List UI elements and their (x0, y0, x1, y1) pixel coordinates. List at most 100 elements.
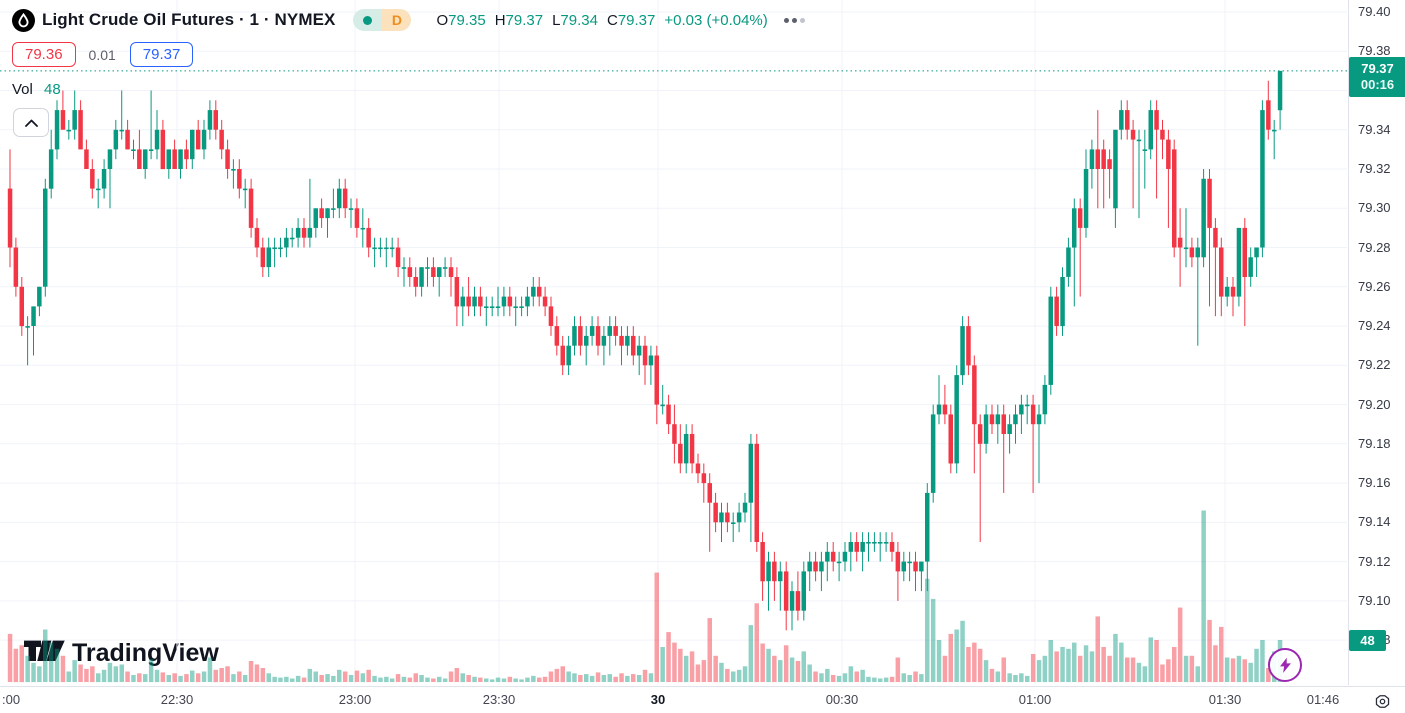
price-axis[interactable]: 79.4079.3879.3679.3479.3279.3079.2879.26… (1348, 0, 1405, 685)
more-options-icon[interactable] (783, 17, 805, 23)
volume-bar (25, 655, 30, 683)
volume-bar (272, 676, 277, 683)
candle-body (584, 335, 589, 346)
candle-body (772, 561, 777, 582)
volume-bar (78, 664, 83, 682)
candle-body (531, 286, 536, 297)
volume-bar (566, 671, 571, 682)
candle-body (789, 591, 795, 611)
volume-bar (1060, 647, 1065, 682)
volume-bar (807, 664, 812, 682)
axis-settings-gear-icon[interactable] (1371, 690, 1393, 712)
price-tick-label: 79.30 (1358, 200, 1391, 216)
volume-bar (778, 660, 783, 682)
candle-body (1125, 110, 1130, 130)
candle-body (242, 188, 248, 191)
candle-body (66, 129, 71, 132)
volume-bar (895, 657, 901, 682)
candle-body (642, 345, 648, 366)
candle-body (1277, 70, 1283, 111)
buy-ask-button[interactable]: 79.37 (129, 42, 194, 67)
volume-bar (60, 655, 66, 683)
sell-bid-button[interactable]: 79.36 (12, 42, 76, 67)
volume-bar (431, 678, 436, 682)
volume-bar (1119, 642, 1124, 682)
volume-bar (378, 677, 383, 682)
volume-bar (919, 674, 924, 682)
volume-bar (654, 572, 659, 682)
candle-body (901, 561, 906, 572)
candle-body (942, 404, 948, 415)
volume-bar (1248, 662, 1253, 683)
volume-bar (960, 620, 965, 683)
volume-bar (754, 603, 759, 683)
candle-body (1236, 227, 1242, 297)
collapse-legend-button[interactable] (13, 108, 49, 137)
volume-bar (1066, 648, 1071, 683)
candle-body (842, 551, 848, 562)
candle-body (43, 188, 48, 287)
open-label: O (436, 11, 449, 29)
volume-bar (96, 673, 101, 683)
candle-body (143, 149, 148, 169)
candle-body (1072, 208, 1077, 248)
volume-bar (889, 676, 895, 683)
volume-bar (995, 671, 1001, 682)
symbol-title[interactable]: Light Crude Oil Futures · 1 · NYMEX (42, 10, 336, 29)
volume-bar (519, 679, 524, 682)
volume-bar (607, 674, 612, 682)
volume-bar (113, 666, 119, 683)
candle-body (13, 247, 19, 287)
symbol-legend: Light Crude Oil Futures · 1 · NYMEX D O7… (12, 7, 805, 33)
candle-body (31, 306, 36, 326)
candle-body (72, 110, 77, 130)
volume-bar (1025, 675, 1030, 682)
volume-bar (766, 648, 771, 683)
tradingview-watermark-text: TradingView (72, 639, 219, 667)
volume-bar (389, 678, 395, 682)
volume-bar (907, 675, 912, 682)
volume-bar (219, 668, 224, 682)
candle-body (1177, 237, 1183, 248)
candle-body (466, 296, 471, 307)
volume-bar (172, 673, 177, 683)
volume-bar (525, 677, 530, 682)
volume-bar (983, 660, 989, 682)
interval-flag-pill[interactable]: D (353, 9, 412, 31)
candle-body (178, 149, 183, 169)
volume-bar (119, 664, 124, 682)
instant-trading-lightning-button[interactable] (1268, 648, 1302, 682)
candle-body (348, 208, 354, 210)
volume-bar (84, 668, 89, 682)
volume-bar (619, 673, 624, 683)
candle-body (983, 414, 989, 444)
volume-bar (1136, 662, 1142, 683)
candle-body (266, 247, 271, 268)
candle-body (342, 188, 348, 209)
volume-bar (1113, 633, 1118, 682)
tradingview-watermark[interactable]: TradingView (22, 632, 242, 679)
candle-body (878, 542, 883, 544)
candle-body (525, 296, 530, 307)
candle-body (1077, 208, 1083, 228)
price-tick-label: 79.20 (1358, 396, 1391, 412)
candle-body (1042, 384, 1048, 415)
volume-bar (1030, 654, 1036, 682)
candle-body (1054, 296, 1059, 326)
time-tick-label: 00:30 (825, 692, 859, 707)
volume-bar (184, 674, 189, 682)
time-axis[interactable]: :00 22:30 23:00 23:30 30 00:30 01:00 01:30 01:46 (0, 686, 1405, 713)
time-tick-label: 23:30 (482, 692, 516, 707)
volume-bar (713, 655, 718, 683)
candle-body (419, 267, 424, 287)
volume-bar (631, 674, 636, 682)
candle-body (184, 149, 189, 160)
volume-bar (666, 632, 671, 682)
volume-bar (901, 673, 906, 683)
volume-bar (331, 675, 336, 682)
chart-canvas[interactable] (0, 0, 1347, 685)
candle-body (331, 208, 336, 210)
volume-bar (137, 673, 142, 683)
candle-body (895, 551, 901, 572)
candle-body (301, 227, 307, 238)
